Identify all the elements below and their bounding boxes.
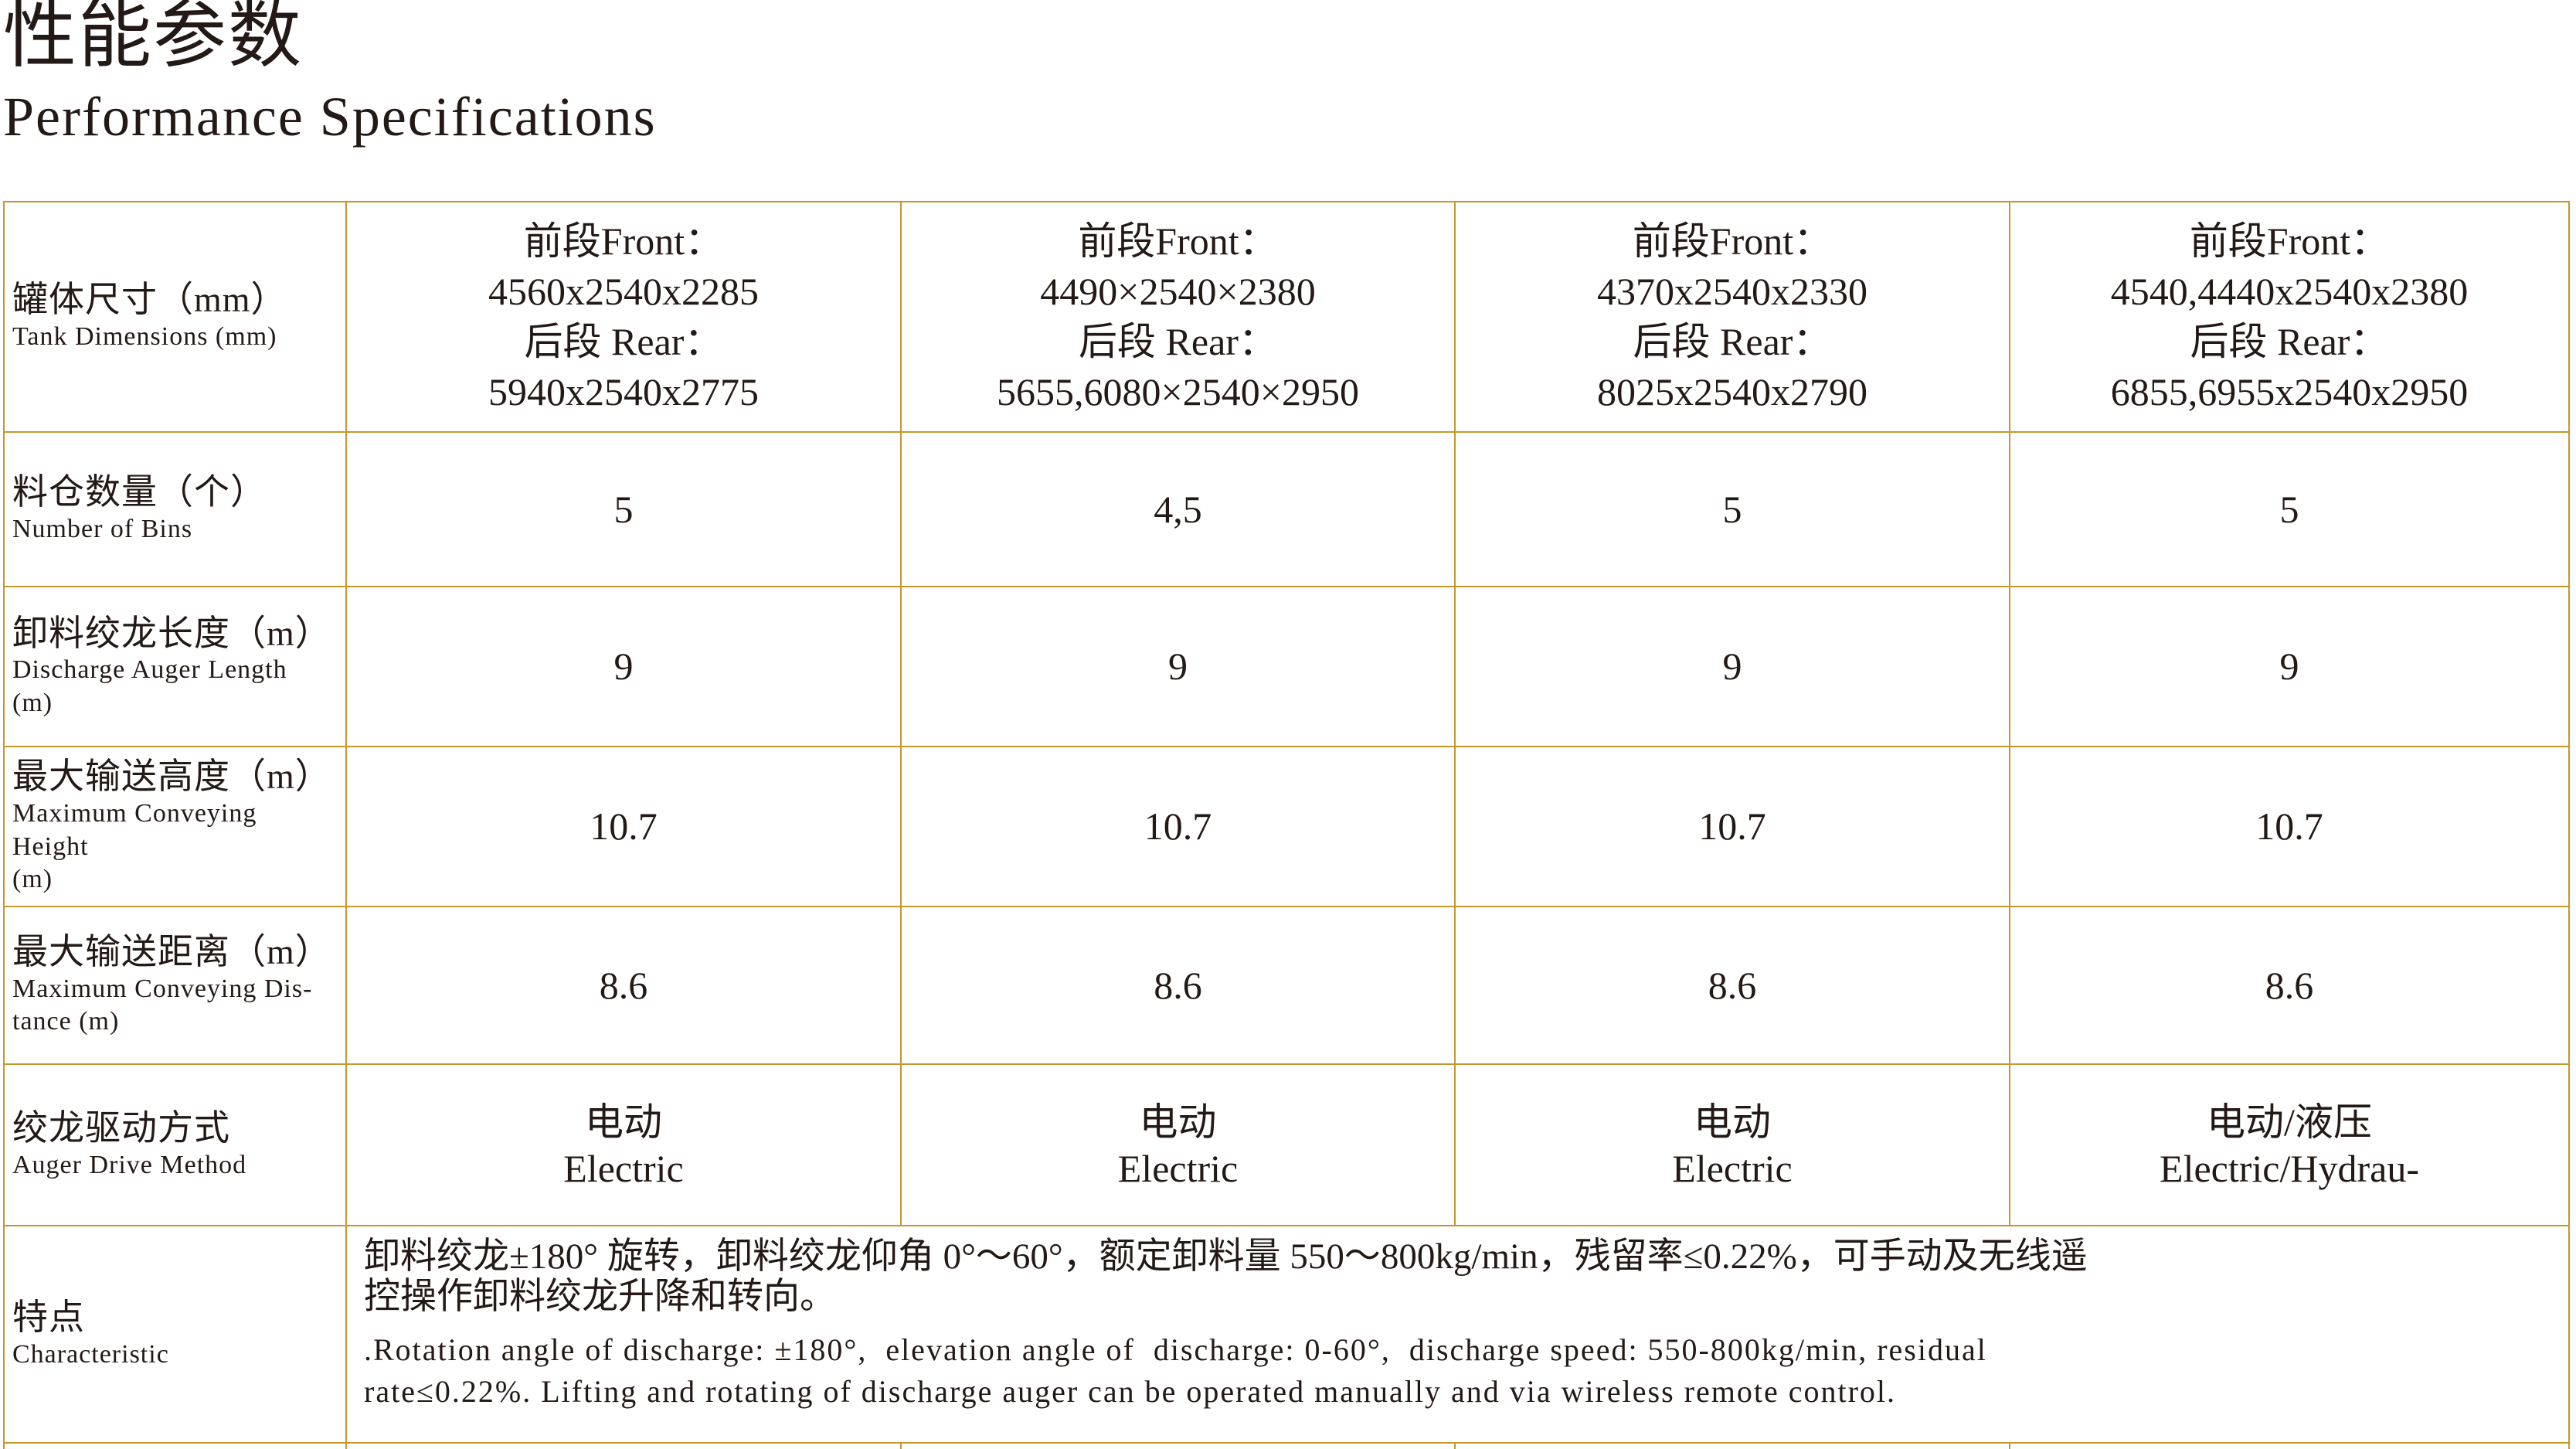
cell-auger-length-model3: 9 bbox=[1454, 586, 2010, 747]
row-label-cn: 最大输送高度（m） bbox=[12, 757, 331, 797]
cell-bins-model2: 4,5 bbox=[900, 431, 1456, 587]
cell-auger-length-model2: 9 bbox=[900, 586, 1456, 747]
row-label-cn: 料仓数量（个） bbox=[12, 472, 267, 512]
cell-tank-dimensions-model2: 前段Front： 4490×2540×2380 后段 Rear： 5655,60… bbox=[900, 201, 1456, 433]
cell-value: 10.7 bbox=[2255, 804, 2323, 848]
row-label-drive-method: 绞龙驱动方式 Auger Drive Method bbox=[3, 1063, 347, 1226]
table-row-characteristic: 特点 Characteristic 卸料绞龙±180° 旋转，卸料绞龙仰角 0°… bbox=[3, 1225, 2570, 1444]
cell-conveying-distance-model1: 8.6 bbox=[345, 906, 902, 1065]
row-label-en: Discharge Auger Length (m) bbox=[12, 655, 287, 717]
page-title-cn: 性能参数 bbox=[3, 0, 304, 77]
cell-conveying-distance-model2: 8.6 bbox=[900, 906, 1456, 1065]
row-label-tank-dimensions: 罐体尺寸（mm） Tank Dimensions (mm) bbox=[3, 201, 347, 433]
cutoff-cell bbox=[2009, 1442, 2570, 1449]
spec-table: 罐体尺寸（mm） Tank Dimensions (mm) 前段Front： 4… bbox=[3, 201, 2570, 1449]
feature-text-en: .Rotation angle of discharge: ±180°, ele… bbox=[364, 1332, 1987, 1410]
cell-conveying-distance-model3: 8.6 bbox=[1454, 906, 2010, 1065]
row-label-conveying-height: 最大输送高度（m） Maximum Conveying Height (m) bbox=[3, 746, 347, 907]
row-label-cn: 特点 bbox=[12, 1297, 85, 1337]
row-label-en: Tank Dimensions (mm) bbox=[12, 322, 277, 352]
cell-bins-model4: 5 bbox=[2009, 431, 2570, 587]
cell-value: 9 bbox=[613, 645, 634, 688]
cell-characteristic: 卸料绞龙±180° 旋转，卸料绞龙仰角 0°～60°，额定卸料量 550～800… bbox=[345, 1225, 2570, 1444]
cell-value: 电动/液压 Electric/Hydrau- bbox=[2160, 1100, 2419, 1190]
cell-auger-length-model4: 9 bbox=[2009, 586, 2570, 747]
cell-value: 5 bbox=[1722, 487, 1742, 531]
cell-value: 前段Front： 4560x2540x2285 后段 Rear： 5940x25… bbox=[488, 219, 759, 413]
table-row-number-of-bins: 料仓数量（个） Number of Bins 5 4,5 5 5 bbox=[3, 431, 2570, 587]
cell-tank-dimensions-model1: 前段Front： 4560x2540x2285 后段 Rear： 5940x25… bbox=[345, 201, 902, 433]
cell-value: 前段Front： 4490×2540×2380 后段 Rear： 5655,60… bbox=[997, 219, 1359, 413]
cell-tank-dimensions-model4: 前段Front： 4540,4440x2540x2380 后段 Rear： 68… bbox=[2009, 201, 2570, 433]
cell-value: 4,5 bbox=[1154, 487, 1202, 531]
row-label-en: Characteristic bbox=[12, 1339, 169, 1369]
cutoff-cell bbox=[3, 1442, 347, 1449]
page-title-en: Performance Specifications bbox=[3, 86, 657, 148]
cell-conveying-distance-model4: 8.6 bbox=[2009, 906, 2570, 1065]
cutoff-cell bbox=[1454, 1442, 2010, 1449]
cell-value: 前段Front： 4370x2540x2330 后段 Rear： 8025x25… bbox=[1597, 219, 1867, 413]
row-label-conveying-distance: 最大输送距离（m） Maximum Conveying Dis- tance (… bbox=[3, 906, 347, 1065]
cell-auger-length-model1: 9 bbox=[345, 586, 902, 747]
cell-drive-method-model2: 电动 Electric bbox=[900, 1063, 1456, 1226]
cell-value: 前段Front： 4540,4440x2540x2380 后段 Rear： 68… bbox=[2110, 219, 2469, 413]
cutoff-cell bbox=[900, 1442, 1456, 1449]
table-row-drive-method: 绞龙驱动方式 Auger Drive Method 电动 Electric 电动… bbox=[3, 1063, 2570, 1226]
row-label-en: Maximum Conveying Height (m) bbox=[12, 799, 257, 894]
cell-value: 电动 Electric bbox=[1117, 1100, 1239, 1190]
row-label-en: Maximum Conveying Dis- tance (m) bbox=[12, 974, 313, 1036]
table-row-tank-dimensions: 罐体尺寸（mm） Tank Dimensions (mm) 前段Front： 4… bbox=[3, 201, 2570, 433]
cell-value: 10.7 bbox=[590, 804, 658, 848]
cell-conveying-height-model4: 10.7 bbox=[2009, 746, 2570, 907]
row-label-cn: 卸料绞龙长度（m） bbox=[12, 613, 331, 653]
row-label-cn: 罐体尺寸（mm） bbox=[12, 280, 287, 320]
cell-value: 8.6 bbox=[1154, 963, 1202, 1007]
cell-drive-method-model3: 电动 Electric bbox=[1454, 1063, 2010, 1226]
cell-value: 5 bbox=[613, 487, 634, 531]
cell-value: 10.7 bbox=[1144, 804, 1212, 848]
cutoff-cell bbox=[345, 1442, 902, 1449]
cell-conveying-height-model2: 10.7 bbox=[900, 746, 1456, 907]
feature-text-cn: 卸料绞龙±180° 旋转，卸料绞龙仰角 0°～60°，额定卸料量 550～800… bbox=[364, 1236, 2088, 1317]
cell-value: 5 bbox=[2279, 487, 2299, 531]
cell-conveying-height-model3: 10.7 bbox=[1454, 746, 2010, 907]
cell-value: 8.6 bbox=[1708, 963, 1757, 1007]
row-label-cn: 绞龙驱动方式 bbox=[12, 1107, 230, 1148]
cell-value: 电动 Electric bbox=[1672, 1100, 1793, 1190]
cell-bins-model1: 5 bbox=[345, 431, 902, 587]
cell-value: 10.7 bbox=[1698, 804, 1766, 848]
cell-value: 8.6 bbox=[599, 963, 648, 1007]
row-label-number-of-bins: 料仓数量（个） Number of Bins bbox=[3, 431, 347, 587]
cell-value: 9 bbox=[2279, 645, 2299, 688]
table-row-auger-length: 卸料绞龙长度（m） Discharge Auger Length (m) 9 9… bbox=[3, 586, 2570, 747]
cell-value: 8.6 bbox=[2265, 963, 2314, 1007]
cell-drive-method-model4: 电动/液压 Electric/Hydrau- bbox=[2009, 1063, 2570, 1226]
table-row-cutoff bbox=[3, 1442, 2570, 1449]
table-row-conveying-distance: 最大输送距离（m） Maximum Conveying Dis- tance (… bbox=[3, 906, 2570, 1065]
cell-conveying-height-model1: 10.7 bbox=[345, 746, 902, 907]
cell-value: 电动 Electric bbox=[563, 1100, 684, 1190]
cell-tank-dimensions-model3: 前段Front： 4370x2540x2330 后段 Rear： 8025x25… bbox=[1454, 201, 2010, 433]
row-label-characteristic: 特点 Characteristic bbox=[3, 1225, 347, 1444]
row-label-cn: 最大输送距离（m） bbox=[12, 932, 331, 972]
row-label-en: Auger Drive Method bbox=[12, 1150, 247, 1179]
row-label-auger-length: 卸料绞龙长度（m） Discharge Auger Length (m) bbox=[3, 586, 347, 747]
cell-value: 9 bbox=[1168, 645, 1188, 688]
table-row-conveying-height: 最大输送高度（m） Maximum Conveying Height (m) 1… bbox=[3, 746, 2570, 907]
page-header: 性能参数 Performance Specifications bbox=[3, 0, 657, 145]
cell-bins-model3: 5 bbox=[1454, 431, 2010, 587]
row-label-en: Number of Bins bbox=[12, 515, 193, 544]
cell-value: 9 bbox=[1722, 645, 1742, 688]
cell-drive-method-model1: 电动 Electric bbox=[345, 1063, 902, 1226]
